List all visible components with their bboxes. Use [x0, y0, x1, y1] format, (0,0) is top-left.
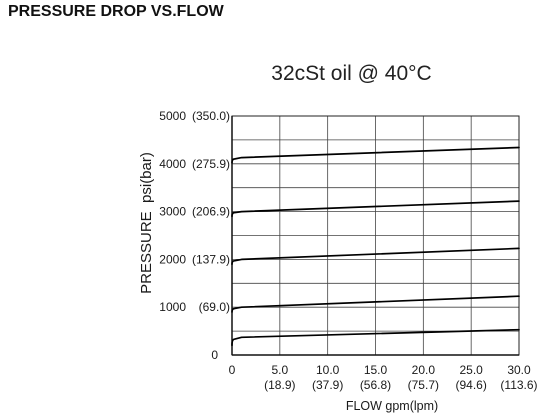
x-tick-label: 15.0 [364, 363, 388, 377]
y-tick-sublabel: (69.0) [199, 300, 230, 314]
x-ticks: 0 5.0(18.9) 10.0(37.9) 15.0(56.8) 20.0(75.7)… [229, 363, 538, 392]
y-tick-label: 5000 [159, 109, 186, 123]
grid [231, 115, 520, 356]
x-tick-label: 25.0 [459, 363, 483, 377]
x-tick-label: 20.0 [412, 363, 436, 377]
x-tick-sublabel: (113.6) [500, 378, 537, 392]
chart-subtitle: 32cSt oil @ 40°C [271, 62, 432, 85]
x-tick-sublabel: (56.8) [360, 378, 391, 392]
y-tick-label: 0 [211, 348, 218, 362]
y-tick-label: 1000 [159, 300, 186, 314]
series-line-5 [231, 146, 520, 164]
y-tick-label: 3000 [159, 205, 186, 219]
y-axis-title: PRESSURE psi(bar) [138, 152, 155, 294]
y-tick-sublabel: (350.0) [192, 109, 230, 123]
series-line-4 [231, 200, 520, 218]
series-line-2 [231, 295, 520, 313]
y-ticks: 0 1000 (69.0) 2000 (137.9) 3000 (206.9) 4000 (27… [159, 109, 230, 362]
x-tick-sublabel: (18.9) [264, 378, 295, 392]
x-tick-sublabel: (94.6) [455, 378, 486, 392]
series-line-1 [231, 328, 520, 347]
x-tick-sublabel: (75.7) [408, 378, 439, 392]
y-tick-label: 2000 [159, 252, 186, 266]
x-tick-label: 30.0 [507, 363, 531, 377]
series-line-3 [231, 247, 520, 266]
y-tick-label: 4000 [159, 157, 186, 171]
chart-heading: PRESSURE DROP VS.FLOW [8, 3, 224, 20]
x-axis-title: FLOW gpm(lpm) [346, 399, 438, 413]
y-tick-sublabel: (206.9) [192, 205, 230, 219]
x-tick-sublabel: (37.9) [312, 378, 343, 392]
x-tick-label: 10.0 [316, 363, 340, 377]
series-group [231, 146, 520, 347]
x-tick-label: 0 [229, 363, 236, 377]
y-tick-sublabel: (275.9) [192, 157, 230, 171]
x-tick-label: 5.0 [271, 363, 288, 377]
axes [231, 115, 520, 356]
y-tick-sublabel: (137.9) [192, 252, 230, 266]
